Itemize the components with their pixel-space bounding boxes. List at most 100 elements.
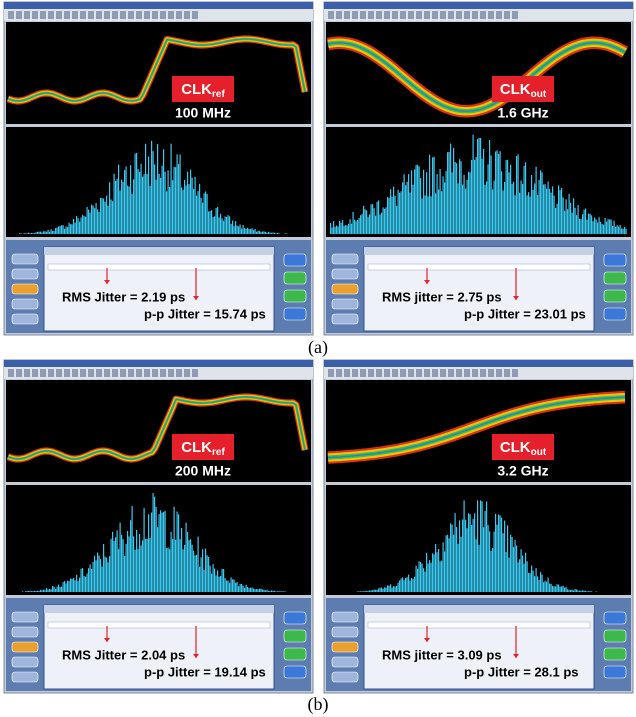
- histogram-bin: [396, 206, 397, 234]
- histogram-bin: [178, 514, 179, 592]
- nav-button[interactable]: [284, 666, 306, 678]
- histogram-bin: [461, 537, 462, 592]
- histogram-bin: [229, 216, 230, 234]
- toolbar-icon: [368, 11, 374, 19]
- side-button[interactable]: [12, 284, 38, 294]
- histogram-bin: [330, 223, 331, 234]
- side-button[interactable]: [332, 269, 358, 279]
- histogram-bin: [283, 591, 284, 592]
- histogram-bin: [572, 213, 573, 234]
- side-button[interactable]: [332, 642, 358, 652]
- side-button[interactable]: [332, 672, 358, 682]
- side-button[interactable]: [12, 299, 38, 309]
- histogram-bin: [108, 562, 109, 592]
- histogram-bin: [357, 591, 358, 592]
- nav-button[interactable]: [284, 612, 306, 624]
- nav-button[interactable]: [604, 666, 626, 678]
- side-button[interactable]: [12, 672, 38, 682]
- toolbar-icon: [336, 369, 342, 377]
- histogram-bin: [621, 228, 622, 234]
- histogram-bin: [118, 549, 119, 592]
- side-button[interactable]: [12, 612, 38, 622]
- histogram-bin: [52, 231, 53, 234]
- nav-button[interactable]: [284, 648, 306, 660]
- toolbar-icon: [448, 369, 454, 377]
- histogram-bin: [561, 586, 562, 592]
- histogram-bin: [285, 591, 286, 592]
- nav-button[interactable]: [604, 290, 626, 302]
- histogram-bin: [211, 574, 212, 592]
- histogram-bin: [410, 193, 411, 234]
- nav-button[interactable]: [604, 308, 626, 320]
- histogram-bin: [359, 218, 360, 234]
- histogram-bin: [52, 586, 53, 592]
- side-button[interactable]: [12, 627, 38, 637]
- histogram-bin: [205, 191, 206, 234]
- histogram-bin: [591, 215, 592, 234]
- histogram-bin: [573, 590, 574, 592]
- side-button[interactable]: [12, 254, 38, 264]
- nav-button[interactable]: [604, 272, 626, 284]
- histogram-bin: [599, 217, 600, 234]
- side-button[interactable]: [332, 284, 358, 294]
- histogram-bin: [420, 178, 421, 234]
- side-button[interactable]: [332, 612, 358, 622]
- nav-button[interactable]: [604, 612, 626, 624]
- nav-button[interactable]: [604, 648, 626, 660]
- histogram-bin: [405, 185, 406, 234]
- histogram-bin: [618, 227, 619, 234]
- histogram-bin: [431, 563, 432, 592]
- side-button[interactable]: [332, 299, 358, 309]
- histogram-bin: [207, 555, 208, 592]
- toolbar-icon: [152, 11, 158, 19]
- nav-button[interactable]: [284, 630, 306, 642]
- histogram-bin: [375, 590, 376, 592]
- histogram-bin: [521, 549, 522, 592]
- histogram-bin: [354, 220, 355, 234]
- nav-button[interactable]: [284, 272, 306, 284]
- histogram-bin: [78, 581, 79, 592]
- histogram-bin: [226, 217, 227, 234]
- histogram-bin: [401, 191, 402, 234]
- side-button[interactable]: [12, 642, 38, 652]
- toolbar-icon: [32, 11, 38, 19]
- histogram-bin: [450, 523, 451, 592]
- histogram-bin: [468, 513, 469, 592]
- histogram-bin: [387, 197, 388, 234]
- nav-button[interactable]: [284, 290, 306, 302]
- clock-subscript: out: [531, 447, 547, 458]
- results-row: [48, 622, 270, 628]
- nav-button[interactable]: [284, 308, 306, 320]
- histogram-bin: [489, 140, 490, 234]
- histogram-bin: [435, 193, 436, 234]
- histogram-bin: [407, 182, 408, 234]
- histogram-bin: [602, 224, 603, 234]
- toolbar-icon: [168, 11, 174, 19]
- histogram-bin: [46, 588, 47, 592]
- histogram-bin: [423, 568, 424, 592]
- histogram-bin: [576, 589, 577, 592]
- histogram-bin: [545, 184, 546, 234]
- side-button[interactable]: [332, 254, 358, 264]
- histogram-bin: [579, 219, 580, 234]
- side-button[interactable]: [12, 314, 38, 324]
- nav-button[interactable]: [604, 254, 626, 266]
- toolbar-icon: [440, 11, 446, 19]
- side-button[interactable]: [332, 314, 358, 324]
- side-button[interactable]: [12, 657, 38, 667]
- histogram-bin: [417, 569, 418, 592]
- toolbar-icon: [504, 11, 510, 19]
- side-button[interactable]: [332, 657, 358, 667]
- histogram-bin: [202, 203, 203, 234]
- histogram-bin: [377, 590, 378, 592]
- histogram-bin: [452, 525, 453, 592]
- histogram-bin: [48, 230, 49, 234]
- histogram-bin: [515, 540, 516, 592]
- nav-button[interactable]: [604, 630, 626, 642]
- histogram-bin: [456, 163, 457, 234]
- side-button[interactable]: [332, 627, 358, 637]
- histogram-bin: [476, 157, 477, 234]
- nav-button[interactable]: [284, 254, 306, 266]
- histogram-bin: [353, 212, 354, 234]
- side-button[interactable]: [12, 269, 38, 279]
